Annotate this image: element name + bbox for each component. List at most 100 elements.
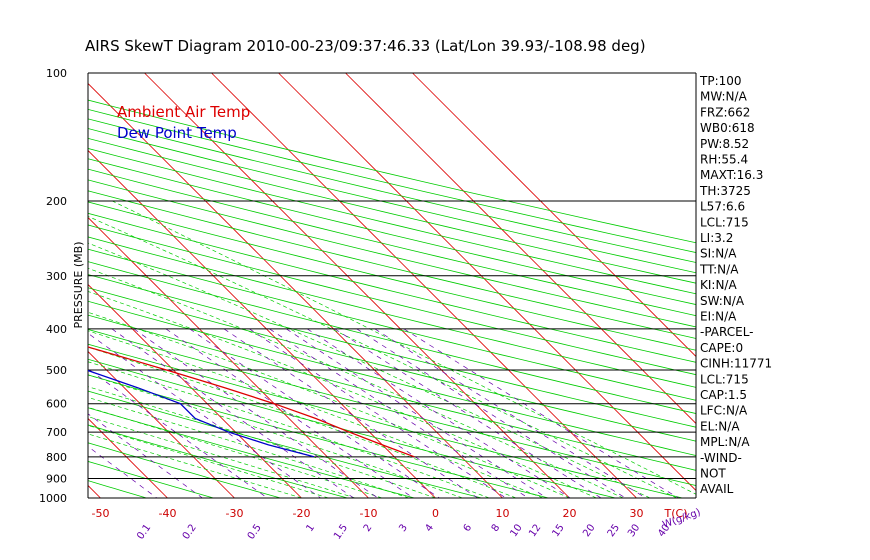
index-entry: KI:N/A xyxy=(700,278,737,292)
dry-adiabat-line xyxy=(88,201,696,351)
pressure-tick-label: 500 xyxy=(46,364,67,377)
dry-adiabat-line xyxy=(88,407,415,498)
diagram-background-lines xyxy=(88,73,696,498)
mixing-ratio-tick-label: 25 xyxy=(606,522,622,539)
dry-adiabat-line xyxy=(88,248,696,401)
dry-adiabat-line xyxy=(88,128,696,274)
index-entry: AVAIL xyxy=(700,482,734,496)
dry-adiabat-line xyxy=(88,179,696,328)
bottom-temp-tick-label: -20 xyxy=(293,507,311,520)
moist-adiabat-line xyxy=(88,346,517,498)
dry-adiabat-line xyxy=(88,314,696,471)
isotherm-line xyxy=(345,73,696,425)
mixing-ratio-line xyxy=(88,446,158,498)
index-entry: WB0:618 xyxy=(700,121,755,135)
mixing-ratio-line xyxy=(88,413,203,498)
mixing-ratio-tick-label: 15 xyxy=(550,522,566,539)
legend-entry: Ambient Air Temp xyxy=(117,103,250,121)
mixing-ratio-line xyxy=(269,328,529,498)
index-entry: MAXT:16.3 xyxy=(700,168,763,182)
isotherm-line xyxy=(278,73,696,492)
mixing-ratio-tick-label: 12 xyxy=(527,522,543,539)
pressure-tick-label: 700 xyxy=(46,426,67,439)
index-entry: CAPE:0 xyxy=(700,341,743,355)
index-entry: -PARCEL- xyxy=(700,325,754,339)
dewpoint-profile-line xyxy=(88,369,315,458)
pressure-tick-label: 600 xyxy=(46,398,67,411)
mixing-ratio-line xyxy=(249,328,507,498)
y-axis-label: PRESSURE (MB) xyxy=(72,242,85,329)
dry-adiabat-line xyxy=(88,358,616,498)
mixing-ratio-tick-label: 10 xyxy=(508,522,524,539)
pressure-tick-label: 200 xyxy=(46,195,67,208)
chart-title: AIRS SkewT Diagram 2010-00-23/09:37:46.3… xyxy=(85,37,646,55)
bottom-temp-tick-label: 10 xyxy=(496,507,510,520)
dry-adiabat-line xyxy=(88,190,696,339)
bottom-temp-tick-label: -40 xyxy=(159,507,177,520)
isotherm-line xyxy=(412,73,696,358)
dry-adiabat-line xyxy=(88,108,696,253)
axis-labels: 1002003004005006007008009001000PRESSURE … xyxy=(39,67,702,542)
mixing-ratio-line xyxy=(334,328,602,498)
pressure-tick-label: 400 xyxy=(46,323,67,336)
dry-adiabat-line xyxy=(88,212,696,363)
mixing-ratio-tick-label: 20 xyxy=(581,522,597,539)
dry-adiabat-line xyxy=(88,148,696,295)
index-entry: EL:N/A xyxy=(700,419,740,433)
index-entry: LCL:715 xyxy=(700,372,749,386)
index-entry: TT:N/A xyxy=(699,262,739,276)
mixing-ratio-tick-label: 2 xyxy=(362,522,375,534)
pressure-tick-label: 300 xyxy=(46,270,67,283)
legend: Ambient Air Temp Dew Point Temp xyxy=(117,103,250,142)
mixing-ratio-line xyxy=(356,328,626,498)
index-entry: RH:55.4 xyxy=(700,153,748,167)
dry-adiabat-line xyxy=(88,137,696,284)
moist-adiabat-line xyxy=(88,311,570,498)
mixing-ratio-tick-label: 1.5 xyxy=(332,522,350,541)
dry-adiabat-line xyxy=(88,236,696,388)
bottom-temp-tick-label: -10 xyxy=(360,507,378,520)
index-entry: EI:N/A xyxy=(700,310,737,324)
isotherm-line xyxy=(144,73,570,498)
mixing-ratio-tick-label: 4 xyxy=(423,522,436,534)
dry-adiabat-line xyxy=(88,442,281,498)
dry-adiabat-line xyxy=(88,118,696,263)
index-entry: SI:N/A xyxy=(700,247,737,261)
mixing-ratio-tick-label: 3 xyxy=(397,522,410,534)
index-entry: TH:3725 xyxy=(699,184,751,198)
dry-adiabat-line xyxy=(88,158,696,305)
index-entry: SW:N/A xyxy=(700,294,745,308)
moist-adiabat-line xyxy=(88,291,597,498)
pressure-tick-label: 100 xyxy=(46,67,67,80)
mixing-ratio-line xyxy=(111,328,354,498)
bottom-temp-tick-label: 0 xyxy=(432,507,439,520)
bottom-temp-tick-label: -50 xyxy=(92,507,110,520)
dry-adiabat-line xyxy=(88,261,696,414)
moist-adiabat-line xyxy=(88,433,302,498)
index-entry: TP:100 xyxy=(699,74,742,88)
index-entry: MW:N/A xyxy=(700,90,748,104)
index-entry: NOT xyxy=(700,467,726,481)
isotherm-line xyxy=(88,350,235,498)
index-entry: L57:6.6 xyxy=(700,200,745,214)
dry-adiabat-line xyxy=(88,424,348,498)
x-axis-unit-label: T(C) xyxy=(664,507,688,520)
moist-adiabat-line xyxy=(88,406,383,498)
temperature-profile-line xyxy=(88,346,415,458)
mixing-ratio-tick-label: 6 xyxy=(462,522,475,534)
index-entry: LFC:N/A xyxy=(700,404,748,418)
mixing-ratio-line xyxy=(307,328,571,498)
profile-series xyxy=(88,346,415,458)
mixing-ratio-tick-label: 30 xyxy=(626,522,642,539)
moist-adiabat-line xyxy=(88,397,409,498)
dry-adiabat-line xyxy=(88,224,696,376)
mixing-ratio-tick-label: 0.1 xyxy=(135,522,153,541)
index-entry: CAP:1.5 xyxy=(700,388,747,402)
index-entry: FRZ:662 xyxy=(700,105,750,119)
dry-adiabat-line xyxy=(88,287,696,442)
legend-entry: Dew Point Temp xyxy=(117,124,237,142)
bottom-temp-tick-label: 30 xyxy=(630,507,644,520)
index-entry: LI:3.2 xyxy=(700,231,733,245)
mixing-ratio-tick-label: 0.2 xyxy=(181,522,199,541)
